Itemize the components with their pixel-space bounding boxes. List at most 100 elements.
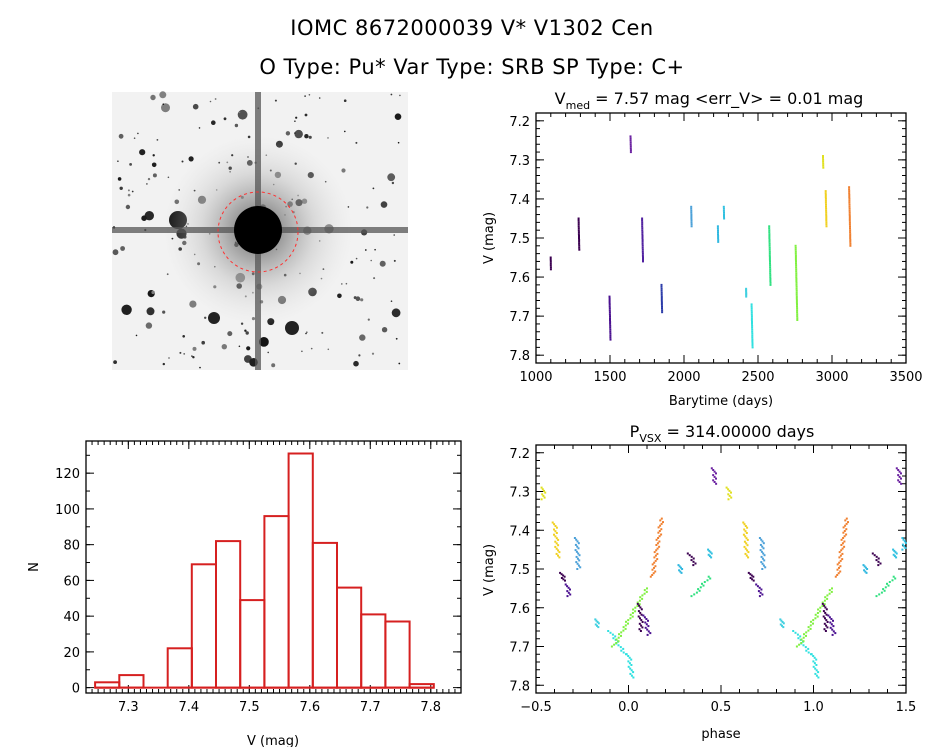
data-point	[796, 311, 799, 314]
field-star	[379, 260, 386, 267]
data-point	[709, 577, 712, 580]
field-star	[151, 162, 157, 168]
data-point	[660, 291, 663, 294]
field-star	[113, 360, 117, 364]
data-point	[641, 217, 644, 220]
data-point	[649, 632, 652, 635]
data-point	[608, 303, 611, 306]
field-star	[259, 337, 269, 347]
y-tick-label: 80	[63, 539, 80, 554]
data-point	[617, 636, 620, 639]
y-tick-label: 7.3	[509, 486, 530, 501]
data-point	[848, 213, 851, 216]
phase-plot: PVSX = 314.00000 days −0.5 0.0 0.5 1.0 1.5 7.…	[482, 422, 916, 742]
data-point	[641, 233, 644, 236]
data-point	[558, 551, 561, 554]
data-point	[900, 472, 902, 475]
data-point	[751, 338, 754, 341]
data-point	[707, 548, 710, 551]
title-symbol: P	[630, 422, 640, 441]
field-star	[343, 99, 347, 102]
y-tick-label: 40	[63, 610, 80, 625]
data-point	[768, 252, 771, 255]
field-star	[337, 293, 342, 299]
data-point	[577, 223, 580, 226]
data-point	[641, 248, 644, 251]
data-point	[639, 630, 642, 632]
data-point	[629, 137, 632, 140]
data-point	[802, 640, 805, 643]
field-star	[359, 334, 366, 341]
data-point	[782, 626, 785, 629]
data-point	[654, 554, 657, 557]
data-point	[795, 287, 798, 290]
data-point	[761, 593, 764, 596]
data-point	[832, 619, 834, 622]
data-point	[760, 561, 763, 564]
data-point	[690, 205, 693, 208]
data-point	[706, 579, 709, 582]
data-point	[746, 526, 749, 529]
data-point	[638, 599, 641, 602]
phase-ticks: −0.5 0.0 0.5 1.0 1.5 7.2 7.3 7.4 7.5 7.6 7.7 7.8	[509, 445, 916, 715]
lightcurve-ylabel: V (mag)	[482, 212, 497, 264]
data-point	[875, 555, 878, 558]
data-point	[758, 537, 761, 539]
data-point	[825, 225, 828, 228]
data-point	[708, 549, 711, 552]
data-point	[900, 477, 902, 480]
data-point	[768, 256, 771, 259]
data-point	[761, 557, 764, 560]
data-point	[543, 489, 545, 492]
data-point	[898, 475, 901, 478]
data-point	[715, 477, 717, 480]
data-point	[828, 589, 831, 592]
lightcurve-points	[549, 135, 852, 349]
field-star	[390, 300, 393, 303]
field-star	[192, 103, 199, 110]
data-point	[877, 560, 880, 563]
data-point	[697, 588, 700, 591]
data-point	[768, 248, 771, 251]
data-point	[577, 233, 580, 236]
data-point	[651, 574, 654, 576]
field-star	[131, 190, 134, 193]
field-star	[238, 111, 241, 114]
data-point	[609, 631, 612, 634]
data-point	[554, 545, 557, 548]
data-point	[898, 470, 901, 473]
histogram-bars	[94, 452, 435, 689]
data-point	[609, 322, 612, 325]
data-point	[825, 203, 827, 206]
data-point	[892, 548, 895, 551]
data-point	[879, 562, 882, 565]
data-point	[578, 246, 581, 249]
field-star	[201, 340, 205, 345]
data-point	[796, 317, 799, 320]
data-point	[812, 665, 815, 668]
data-point	[608, 299, 611, 302]
data-point	[642, 258, 644, 261]
data-point	[760, 588, 763, 591]
data-point	[630, 669, 633, 672]
data-point	[768, 244, 771, 247]
data-point	[822, 160, 825, 163]
data-point	[897, 469, 900, 471]
data-point	[630, 664, 633, 666]
data-point	[717, 239, 720, 241]
data-point	[745, 537, 748, 540]
data-point	[842, 531, 845, 534]
data-point	[710, 552, 713, 555]
data-point	[744, 535, 747, 538]
data-point	[794, 252, 797, 255]
data-point	[562, 578, 565, 581]
data-point	[566, 590, 569, 593]
data-point	[554, 540, 557, 543]
y-tick-label: 60	[63, 574, 80, 589]
data-point	[863, 569, 866, 572]
data-point	[661, 309, 664, 312]
data-point	[848, 223, 851, 226]
data-point	[660, 283, 663, 286]
data-point	[629, 667, 632, 670]
data-point	[901, 548, 904, 551]
